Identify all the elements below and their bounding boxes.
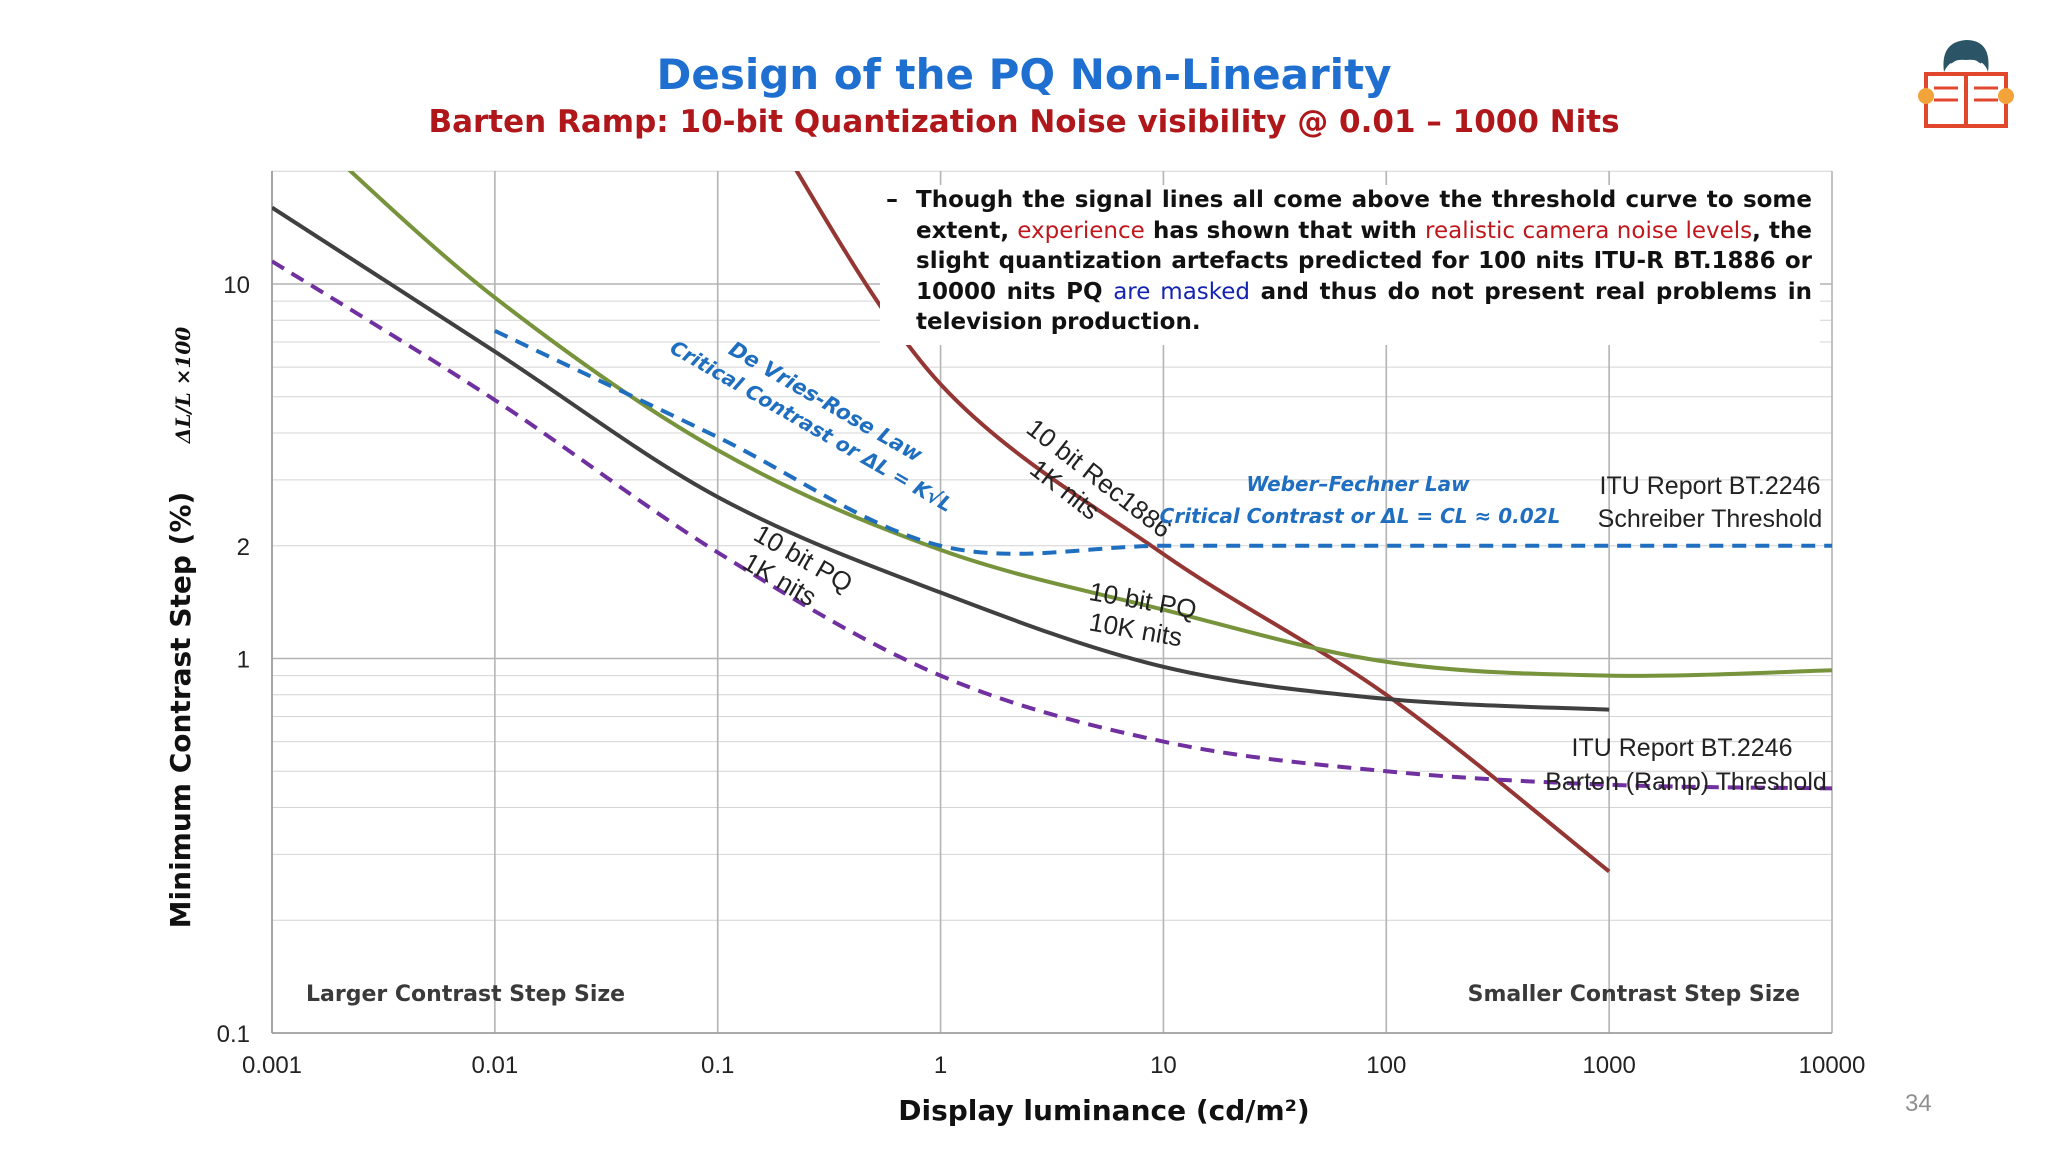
label-weber: Weber–Fechner Law Critical Contrast or Δ… [1160,472,1561,528]
series-line-pq1k [272,205,1610,712]
axis-ticks: 0.001 0.01 0.1 1 10 100 1000 10000 0.1 1 2 10 [217,272,1866,1079]
x-tick-label: 0.1 [701,1052,734,1079]
barten-report-label: ITU Report BT.2246 [1572,734,1793,762]
label-pq10k: 10 bit PQ 10K nits [1087,576,1199,652]
y-axis-title: Minimum Contrast Step (%) [164,492,197,929]
slide-title: Design of the PQ Non-Linearity [656,50,1392,99]
barten-threshold-label: Barten (Ramp) Threshold [1545,768,1827,796]
schreiber-report-label: ITU Report BT.2246 [1600,472,1821,500]
note-box: – Though the signal lines all come above… [880,185,1820,345]
series-lines [272,171,1832,874]
y-tick-label: 10 [223,272,250,299]
x-tick-label: 1 [934,1052,947,1079]
note-text-part-3: , the slight quantization artefacts pred… [916,217,1812,305]
x-tick-label: 0.001 [242,1052,302,1079]
x-tick-label: 100 [1366,1052,1406,1079]
series-line-pq10k [347,171,1832,678]
weber-formula-label: Critical Contrast or ΔL = CL ≈ 0.02L [1160,504,1561,528]
x-tick-label: 0.01 [471,1052,518,1079]
slide-subtitle: Barten Ramp: 10-bit Quantization Noise v… [428,104,1620,140]
label-schreiber: ITU Report BT.2246 Schreiber Threshold [1598,472,1823,533]
y-axis-formula: ΔL/L ×100 [171,327,195,445]
x-tick-label: 1000 [1582,1052,1635,1079]
note-highlight-experience: experience [1017,217,1145,244]
series-line-rec1886 [794,171,1611,874]
reader-book-icon [1918,40,2014,128]
series-line-barten [272,259,1832,791]
label-barten: ITU Report BT.2246 Barten (Ramp) Thresho… [1545,734,1827,796]
x-axis-title: Display luminance (cd/m²) [898,1094,1309,1127]
y-tick-label: 1 [237,647,250,674]
note-highlight-masked: are masked [1113,278,1251,305]
x-tick-label: 10 [1150,1052,1177,1079]
page-number: 34 [1905,1090,1932,1117]
note-text: Though the signal lines all come above t… [916,185,1812,338]
x-tick-label: 10000 [1799,1052,1866,1079]
larger-step-label: Larger Contrast Step Size [306,982,625,1007]
schreiber-threshold-label: Schreiber Threshold [1598,505,1823,533]
note-text-part-1: Though the signal lines all come above t… [916,187,1812,244]
note-highlight-camera-noise: realistic camera noise levels [1425,217,1753,244]
weber-law-label: Weber–Fechner Law [1246,472,1470,496]
note-text-part-2: has shown that with [1144,217,1426,244]
smaller-step-label: Smaller Contrast Step Size [1468,982,1800,1007]
note-bullet: – [886,185,898,213]
y-tick-label: 2 [237,534,250,561]
note-text-part-4: and thus do not present real problems in… [916,278,1812,336]
y-tick-label: 0.1 [217,1021,250,1048]
